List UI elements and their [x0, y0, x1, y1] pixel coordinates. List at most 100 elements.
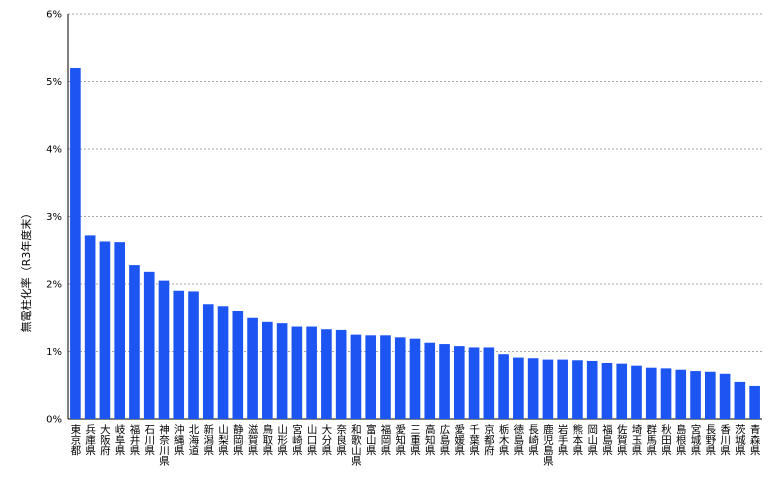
bar — [557, 359, 568, 419]
x-tick-label: 福井県 — [128, 423, 140, 456]
x-tick-label: 茨城県 — [734, 423, 746, 456]
x-tick-label: 東京都 — [69, 423, 81, 456]
bar — [424, 342, 436, 419]
bar — [572, 360, 583, 419]
x-tick-label: 群馬県 — [645, 423, 657, 456]
x-tick-label: 静岡県 — [232, 423, 244, 456]
bar — [660, 368, 672, 419]
x-tick-label: 愛知県 — [394, 423, 406, 456]
x-tick-label: 熊本県 — [571, 423, 583, 456]
bar — [335, 329, 347, 419]
y-tick-label: 0% — [46, 415, 62, 426]
y-tick-label: 4% — [46, 145, 62, 156]
bar — [601, 362, 613, 419]
x-tick-label: 大分県 — [320, 423, 332, 456]
bar — [645, 367, 657, 419]
x-tick-label: 岡山県 — [586, 424, 598, 456]
x-tick-label: 京都府 — [483, 423, 495, 456]
bar — [586, 360, 598, 419]
x-tick-label: 佐賀県 — [616, 423, 628, 456]
bar — [690, 371, 701, 419]
bar — [202, 304, 214, 419]
x-tick-label: 沖縄県 — [173, 423, 185, 456]
x-tick-label: 秋田県 — [660, 423, 672, 456]
bar — [173, 290, 185, 419]
x-tick-label: 滋賀県 — [247, 423, 259, 456]
x-tick-label: 徳島県 — [512, 423, 524, 456]
x-tick-label: 千葉県 — [468, 424, 480, 456]
bar — [468, 347, 480, 419]
x-tick-label: 岩手県 — [557, 423, 569, 456]
x-tick-label: 香川県 — [719, 424, 731, 456]
bar — [143, 271, 155, 419]
bar — [513, 357, 524, 419]
x-tick-label: 北海道 — [188, 424, 200, 456]
x-tick-label: 長崎県 — [527, 424, 539, 456]
x-tick-label: 栃木県 — [498, 423, 510, 456]
bar — [453, 346, 465, 419]
bar — [483, 347, 495, 419]
bar — [734, 381, 746, 419]
bar — [380, 335, 391, 419]
x-tick-label: 鹿児島県 — [542, 423, 554, 467]
x-tick-label: 兵庫県 — [84, 423, 96, 456]
x-tick-label: 宮崎県 — [291, 423, 303, 456]
bar — [84, 235, 96, 419]
bar — [114, 242, 125, 419]
bar — [394, 337, 406, 419]
x-tick-label: 和歌山県 — [350, 424, 362, 467]
bar — [631, 365, 642, 419]
bar — [232, 311, 244, 419]
bar — [321, 329, 332, 419]
x-tick-label: 神奈川県 — [158, 423, 170, 467]
x-tick-label: 新潟県 — [202, 423, 214, 456]
x-tick-label: 大阪府 — [99, 423, 111, 456]
y-tick-label: 1% — [46, 347, 62, 358]
x-tick-label: 埼玉県 — [630, 423, 642, 456]
y-tick-label: 6% — [46, 10, 62, 21]
bar — [99, 241, 111, 419]
x-tick-label: 広島県 — [439, 423, 451, 456]
x-tick-label: 青森県 — [749, 423, 761, 456]
x-tick-label: 石川県 — [143, 424, 155, 456]
x-tick-label: 福島県 — [601, 423, 613, 456]
bar — [306, 326, 317, 419]
x-tick-label: 愛媛県 — [453, 423, 465, 456]
x-tick-label: 三重県 — [409, 424, 421, 456]
bar — [616, 363, 628, 419]
bar — [409, 338, 421, 419]
x-tick-label: 高知県 — [424, 423, 436, 456]
bar — [365, 335, 377, 419]
bar — [498, 354, 509, 419]
x-tick-label: 島根県 — [675, 423, 687, 456]
bar — [439, 344, 450, 419]
x-tick-label: 奈良県 — [335, 423, 347, 456]
x-tick-label: 富山県 — [365, 423, 377, 456]
x-tick-label: 山形県 — [276, 424, 288, 456]
x-tick-label: 福岡県 — [379, 423, 391, 456]
bar — [705, 371, 716, 419]
bar — [262, 321, 273, 419]
bar — [247, 317, 258, 419]
y-axis-label: 無電柱化率（R3年度末） — [19, 208, 33, 333]
bar — [188, 291, 199, 419]
bar — [291, 326, 303, 419]
y-tick-label: 2% — [46, 280, 62, 291]
bar — [70, 68, 81, 419]
x-tick-label: 宮城県 — [690, 423, 702, 456]
x-tick-label: 山口県 — [306, 424, 318, 456]
bar — [276, 323, 288, 419]
bar — [749, 385, 760, 419]
y-tick-label: 3% — [46, 212, 62, 223]
bar — [542, 359, 554, 419]
bar — [675, 369, 687, 419]
x-tick-label: 山梨県 — [217, 424, 229, 456]
y-tick-label: 5% — [46, 77, 62, 88]
bar — [158, 280, 170, 419]
bar — [129, 265, 140, 419]
x-tick-label: 岐阜県 — [114, 423, 126, 456]
bar — [350, 334, 362, 419]
bar — [719, 373, 731, 419]
bar — [527, 358, 539, 419]
